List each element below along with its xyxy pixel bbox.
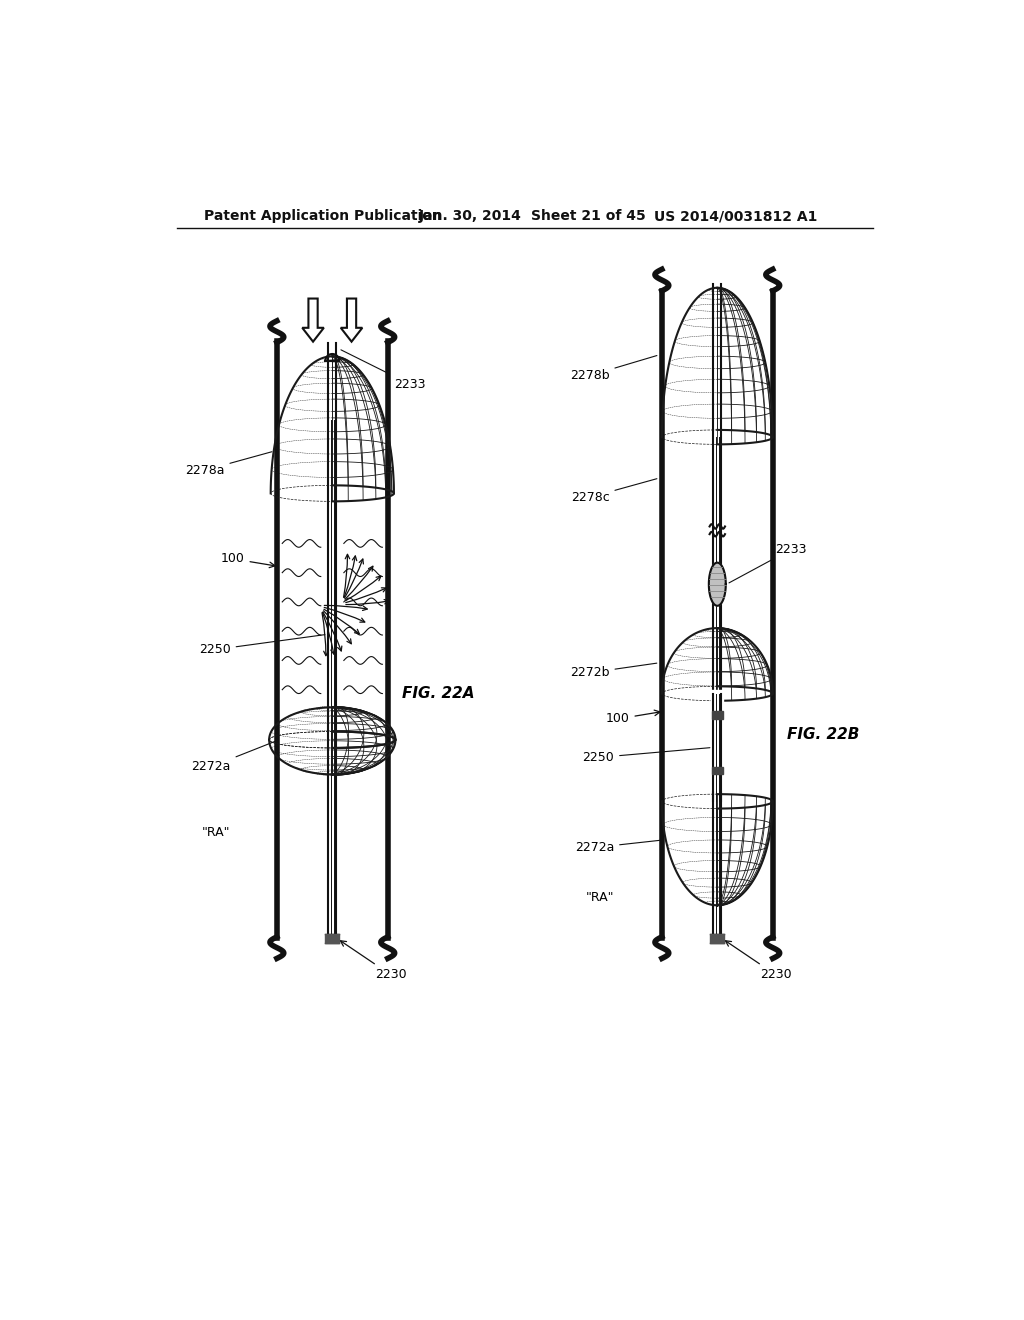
Text: FIG. 22A: FIG. 22A — [401, 686, 474, 701]
Text: Sheet 21 of 45: Sheet 21 of 45 — [531, 209, 646, 223]
Bar — [711, 689, 724, 789]
Text: 100: 100 — [605, 710, 660, 726]
Bar — [326, 933, 339, 942]
Text: 2278b: 2278b — [570, 355, 656, 381]
Text: Jan. 30, 2014: Jan. 30, 2014 — [419, 209, 522, 223]
Text: 2272a: 2272a — [191, 741, 276, 774]
Text: Patent Application Publication: Patent Application Publication — [204, 209, 441, 223]
Text: 2233: 2233 — [729, 543, 807, 583]
Polygon shape — [709, 562, 726, 606]
Text: 2233: 2233 — [341, 350, 425, 391]
Text: 100: 100 — [220, 552, 275, 568]
Bar — [712, 711, 723, 719]
Text: 2230: 2230 — [725, 941, 792, 981]
Text: 2278a: 2278a — [185, 451, 272, 477]
Text: 2272a: 2272a — [574, 840, 662, 854]
Text: 2272b: 2272b — [570, 663, 656, 680]
Text: 2250: 2250 — [199, 635, 325, 656]
Bar — [712, 767, 723, 775]
Text: 2250: 2250 — [583, 747, 710, 764]
Text: "RA": "RA" — [202, 825, 230, 838]
Text: 2278c: 2278c — [570, 479, 656, 504]
Text: "RA": "RA" — [586, 891, 614, 904]
Text: 2230: 2230 — [340, 941, 407, 981]
Text: FIG. 22B: FIG. 22B — [786, 727, 859, 742]
Bar — [711, 933, 724, 942]
Text: US 2014/0031812 A1: US 2014/0031812 A1 — [654, 209, 817, 223]
